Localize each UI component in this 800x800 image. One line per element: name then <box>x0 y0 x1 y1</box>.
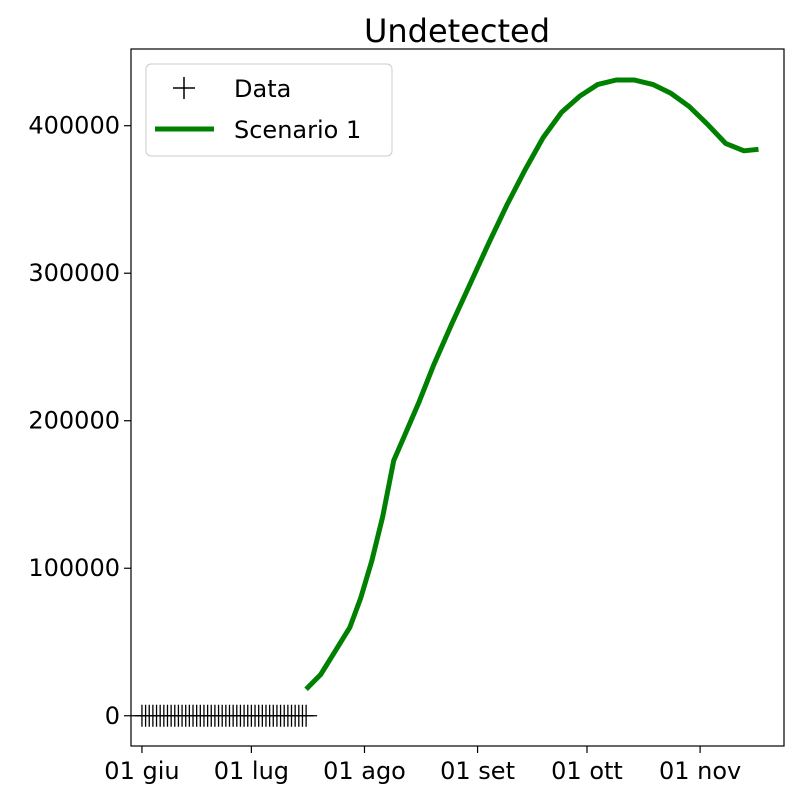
series-markers-data <box>130 704 318 727</box>
legend-entry-data: Data <box>173 75 291 103</box>
x-tick-label: 01 giu <box>104 757 179 785</box>
y-tick-label: 100000 <box>28 554 120 582</box>
x-tick-label: 01 ott <box>551 757 623 785</box>
x-axis: 01 giu 01 lug 01 ago 01 set 01 ott 01 nov <box>104 746 741 785</box>
y-tick-label: 300000 <box>28 259 120 287</box>
x-tick-label: 01 lug <box>214 757 289 785</box>
legend-entry-scenario-1: Scenario 1 <box>155 116 361 144</box>
y-tick-label: 0 <box>105 702 120 730</box>
legend-label-scenario-1: Scenario 1 <box>234 116 361 144</box>
series-line-scenario-1 <box>304 77 759 691</box>
y-tick-label: 200000 <box>28 407 120 435</box>
legend-box <box>145 63 393 157</box>
chart-title: Undetected <box>364 12 550 50</box>
y-tick-label: 400000 <box>28 112 120 140</box>
series-layer <box>130 77 759 727</box>
axes-frame <box>130 48 785 747</box>
legend-plus-marker <box>173 77 195 99</box>
x-tick-label: 01 ago <box>323 757 406 785</box>
x-tick-label: 01 nov <box>659 757 741 785</box>
x-tick-label: 01 set <box>440 757 515 785</box>
plot-area <box>130 48 785 747</box>
legend-label-data: Data <box>234 75 291 103</box>
data-point-marker <box>295 704 318 727</box>
y-axis: 0 100000 200000 300000 400000 <box>28 112 131 730</box>
legend: Data Scenario 1 <box>145 63 393 157</box>
